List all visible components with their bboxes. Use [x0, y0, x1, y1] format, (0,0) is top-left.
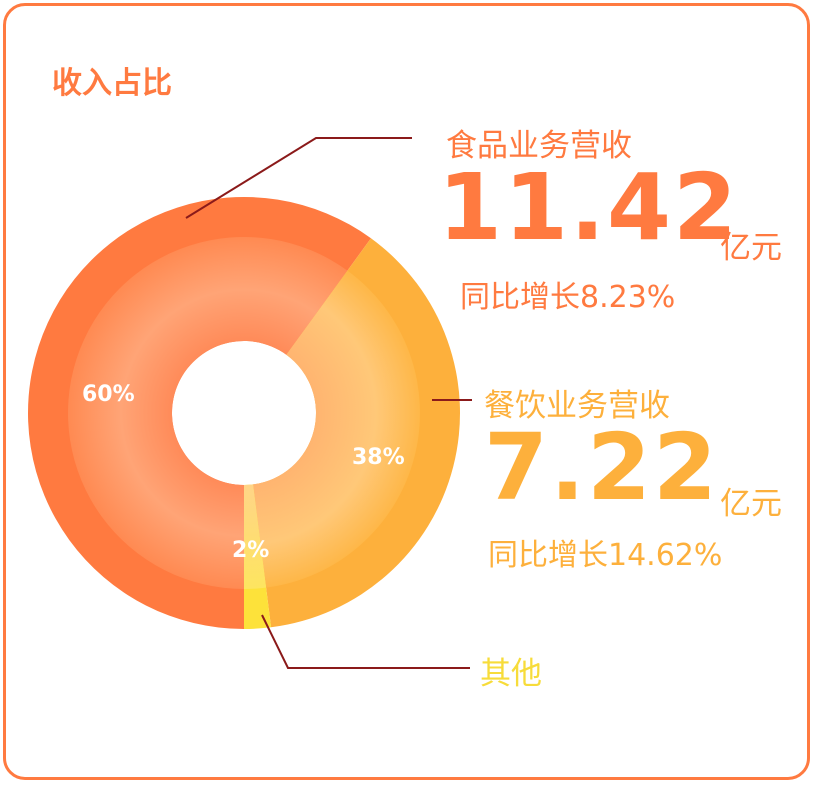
dining-unit: 亿元 [720, 486, 782, 522]
slice-label-dining: 38% [352, 445, 405, 470]
leader-line-other [261, 614, 470, 669]
card-frame [3, 3, 810, 780]
food-category-label: 食品业务营收 [446, 128, 632, 164]
food-unit: 亿元 [720, 230, 782, 266]
dining-value: 7.22 [484, 414, 719, 521]
slice-label-other: 2% [232, 538, 270, 563]
slice-inner-other [244, 484, 267, 589]
slice-inner-food [67, 237, 348, 590]
dining-yoy: 同比增长14.62% [488, 538, 723, 573]
leader-line-food [185, 137, 412, 219]
food-yoy: 同比增长8.23% [460, 280, 676, 315]
other-category-label: 其他 [480, 656, 542, 692]
slice-inner-dining [253, 270, 421, 588]
chart-title: 收入占比 [52, 66, 172, 101]
slice-label-food: 60% [82, 382, 135, 407]
dining-category-label: 餐饮业务营收 [484, 388, 670, 424]
food-value: 11.42 [438, 154, 740, 261]
